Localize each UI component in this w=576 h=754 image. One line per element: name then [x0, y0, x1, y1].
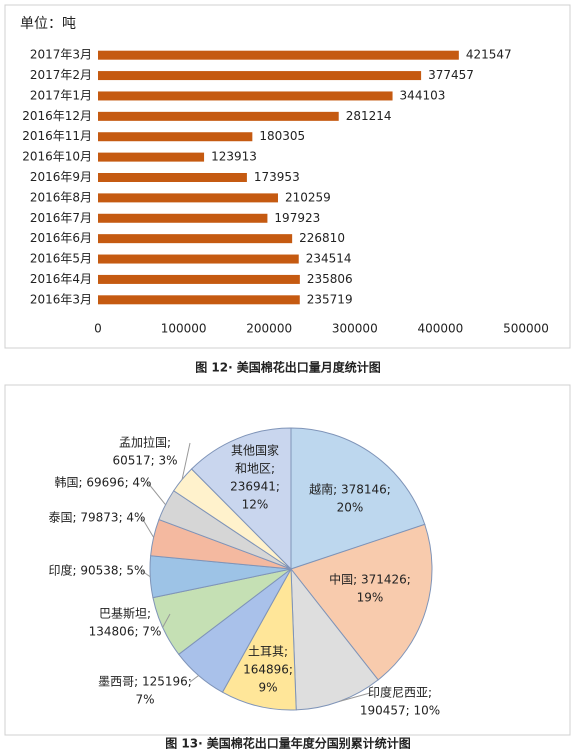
- leader-line: [181, 442, 191, 480]
- bar: [98, 274, 300, 284]
- slice-label: 20%: [337, 501, 364, 515]
- slice-label: 和地区;: [235, 462, 275, 476]
- bar: [98, 50, 459, 60]
- y-tick-label: 2016年8月: [30, 190, 92, 204]
- value-label: 173953: [254, 170, 300, 184]
- y-tick-label: 2017年1月: [30, 88, 92, 102]
- bar: [98, 152, 205, 162]
- value-label: 123913: [211, 150, 257, 164]
- leader-line: [339, 692, 371, 702]
- slice-label: 印度尼西亚;: [368, 685, 432, 700]
- slice-label: 134806; 7%: [89, 625, 162, 639]
- value-label: 226810: [299, 231, 345, 245]
- value-label: 235806: [307, 272, 353, 286]
- y-tick-label: 2017年2月: [30, 68, 92, 82]
- value-label: 180305: [259, 129, 305, 143]
- value-label: 210259: [285, 190, 331, 204]
- bar: [98, 173, 247, 182]
- leader-line: [162, 613, 171, 628]
- value-label: 197923: [274, 211, 320, 225]
- caption: 图 13· 美国棉花出口量年度分国别累计统计图: [165, 736, 411, 751]
- value-label: 344103: [400, 88, 446, 102]
- x-tick-label: 100000: [161, 322, 207, 336]
- slice-label: 土耳其;: [248, 645, 288, 659]
- y-tick-label: 2016年9月: [30, 170, 92, 184]
- y-tick-label: 2016年12月: [22, 109, 92, 123]
- slice-label: 236941;: [230, 480, 280, 494]
- leader-line: [141, 517, 155, 538]
- y-tick-label: 2016年11月: [22, 129, 92, 143]
- slice-label: 泰国; 79873; 4%: [49, 511, 146, 525]
- y-tick-label: 2017年3月: [30, 48, 92, 62]
- y-tick-label: 2016年3月: [30, 292, 92, 306]
- bar: [98, 71, 422, 81]
- slice-label: 190457; 10%: [360, 704, 440, 718]
- x-tick-label: 0: [94, 322, 102, 336]
- slice-label: 巴基斯坦;: [99, 607, 151, 621]
- caption: 图 12· 美国棉花出口量月度统计图: [195, 360, 381, 375]
- slice-label: 孟加拉国;: [119, 435, 171, 450]
- value-label: 377457: [428, 68, 474, 82]
- unit-label: 单位：吨: [20, 16, 76, 32]
- x-tick-label: 400000: [417, 322, 463, 336]
- x-tick-label: 500000: [503, 322, 549, 336]
- value-label: 234514: [306, 252, 352, 266]
- leader-line: [189, 675, 199, 683]
- slice-label: 9%: [258, 681, 277, 695]
- x-tick-label: 200000: [246, 322, 292, 336]
- bar: [98, 234, 293, 244]
- x-tick-label: 300000: [332, 322, 378, 336]
- bar: [98, 254, 299, 264]
- pie-slice: [290, 567, 379, 711]
- y-tick-label: 2016年4月: [30, 272, 92, 286]
- y-tick-label: 2016年7月: [30, 211, 92, 225]
- slice-label: 中国; 371426;: [329, 572, 411, 587]
- slice-label: 韩国; 69696; 4%: [55, 475, 152, 490]
- y-tick-label: 2016年6月: [30, 231, 92, 245]
- pie-slice: [290, 427, 426, 570]
- value-label: 235719: [307, 292, 353, 306]
- slice-label: 164896;: [243, 663, 293, 677]
- slice-label: 12%: [242, 498, 269, 512]
- bar: [98, 111, 339, 121]
- bar: [98, 295, 300, 305]
- slice-label: 墨西哥; 125196;: [98, 675, 192, 689]
- slice-label: 印度; 90538; 5%: [49, 563, 146, 578]
- bar: [98, 193, 278, 203]
- bar: [98, 213, 268, 223]
- value-label: 421547: [466, 48, 512, 62]
- slice-label: 19%: [357, 591, 384, 605]
- leader-line: [141, 570, 151, 578]
- bar: [98, 132, 253, 142]
- value-label: 281214: [346, 109, 392, 123]
- y-tick-label: 2016年5月: [30, 252, 92, 266]
- slice-label: 60517; 3%: [112, 454, 177, 468]
- slice-label: 其他国家: [231, 443, 279, 458]
- pie-slice: [290, 523, 433, 681]
- bar: [98, 91, 393, 101]
- leader-line: [147, 482, 166, 506]
- slice-label: 越南; 378146;: [309, 482, 391, 497]
- y-tick-label: 2016年10月: [22, 150, 92, 164]
- pie-slice: [190, 427, 292, 571]
- slice-label: 7%: [135, 693, 154, 707]
